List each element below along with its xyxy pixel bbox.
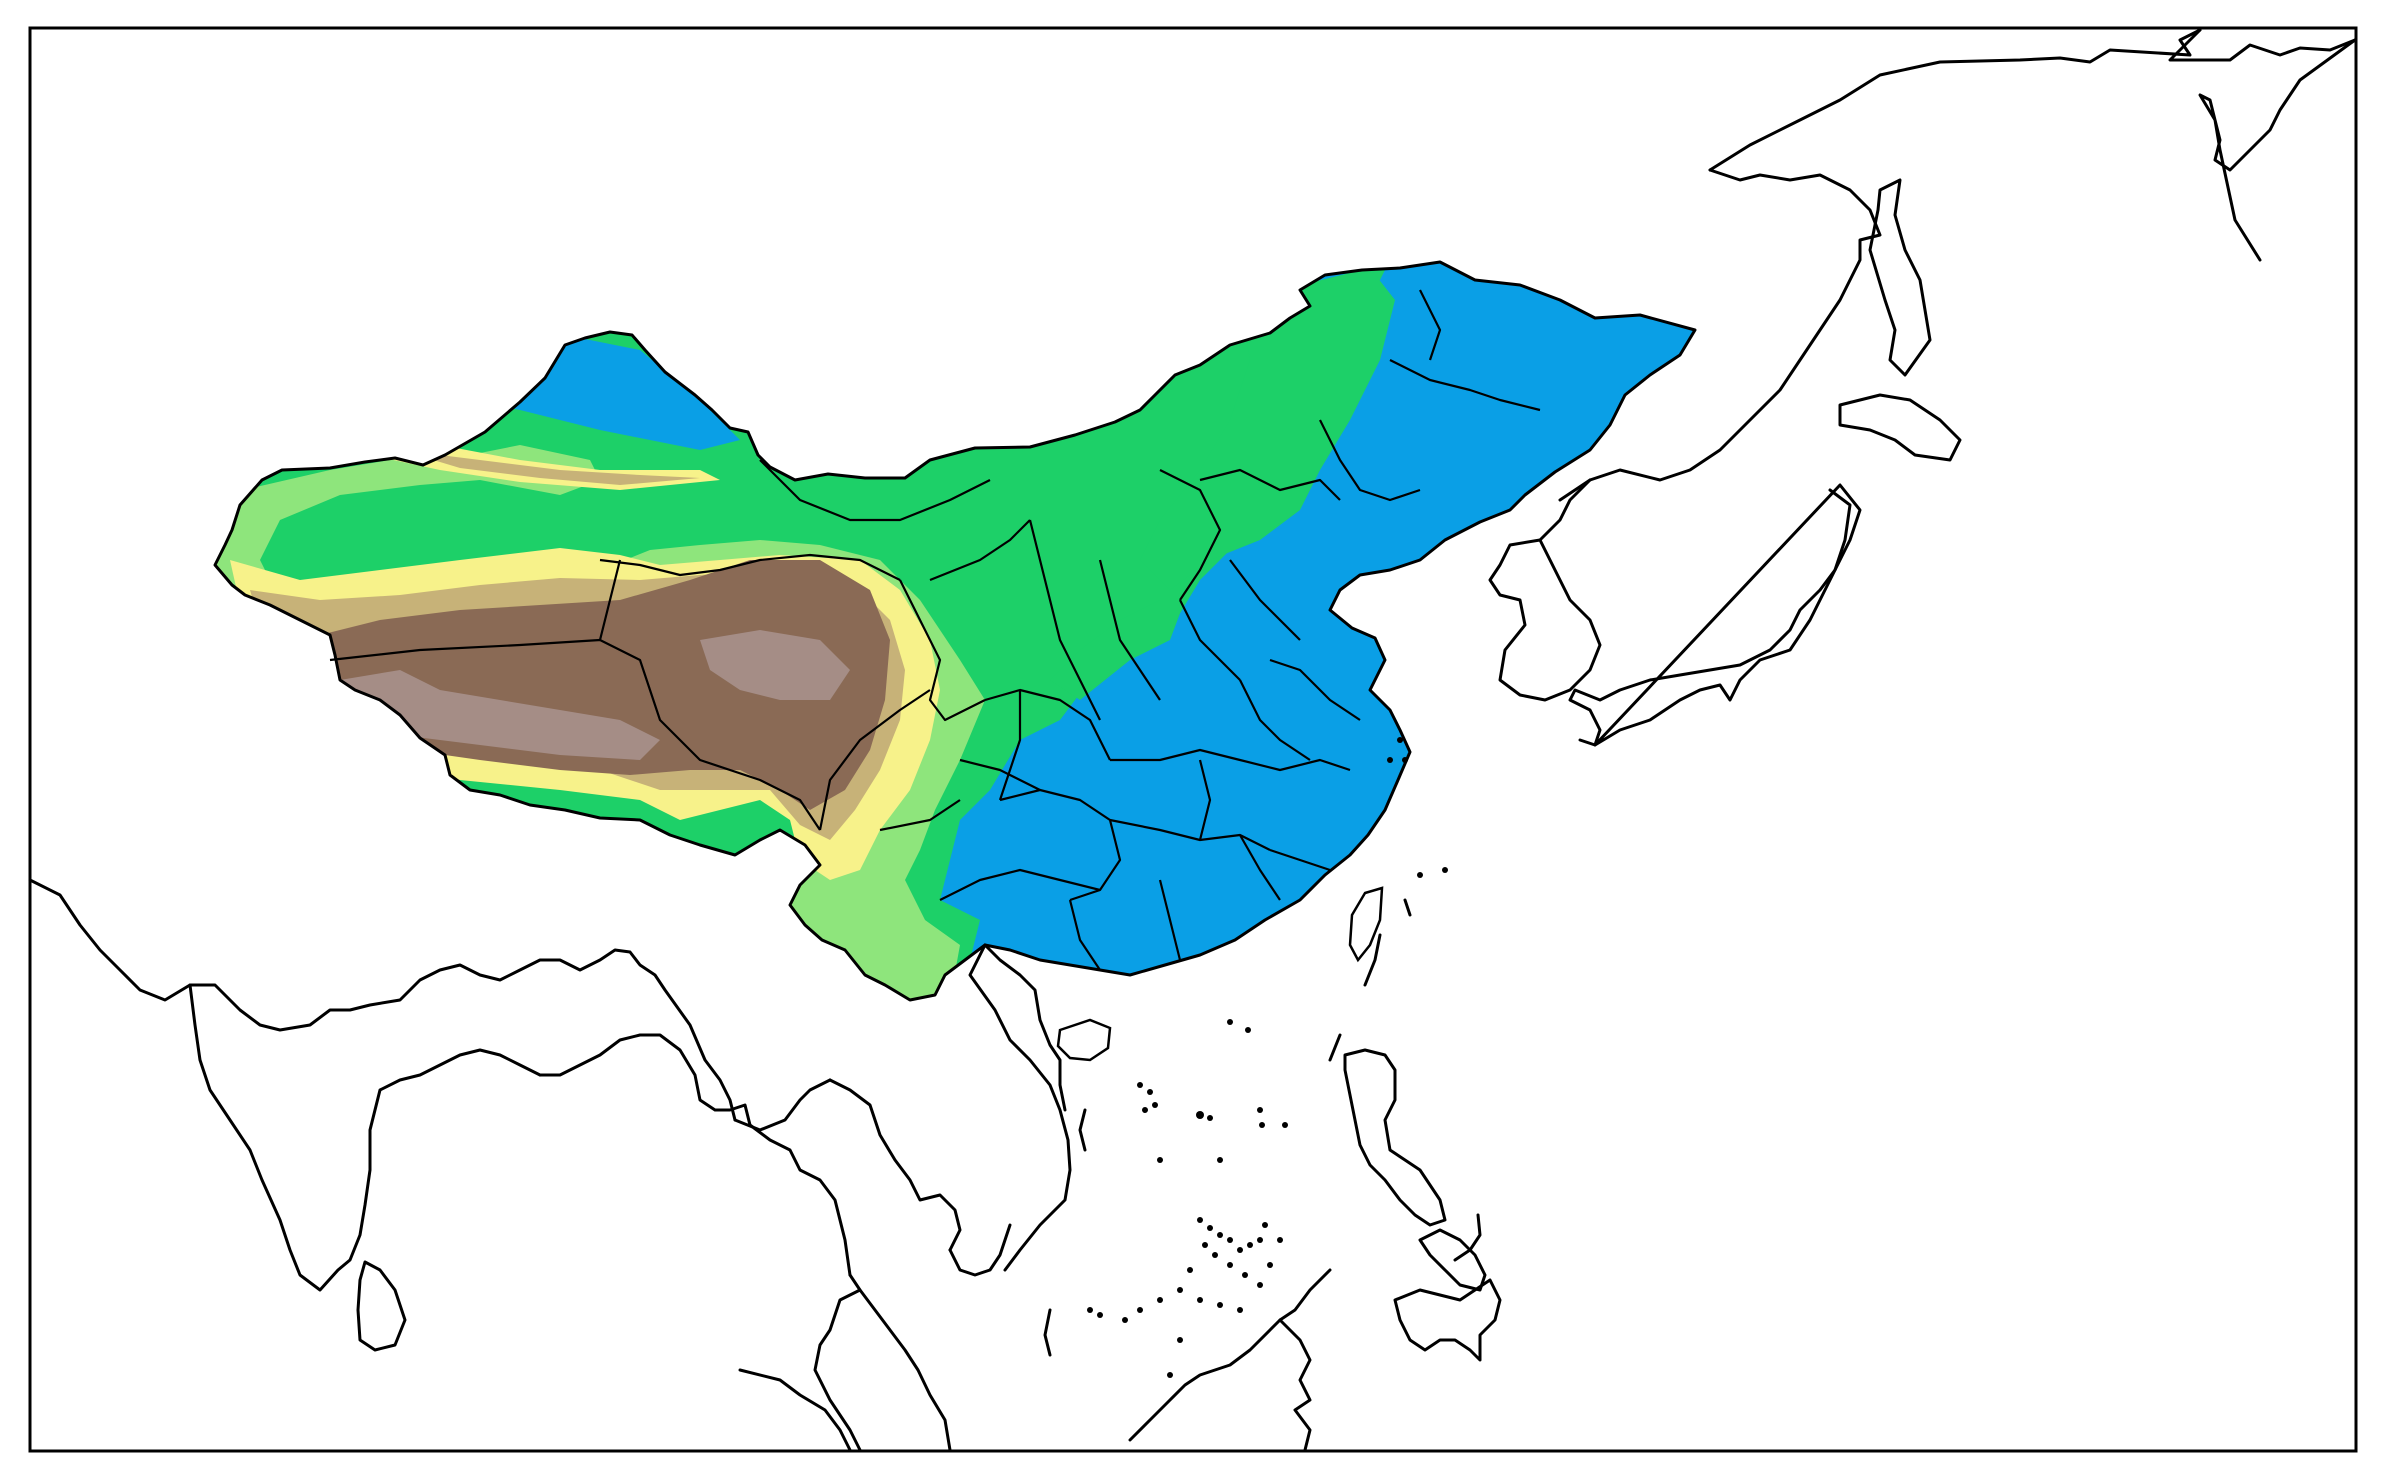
coastlines	[28, 28, 2357, 1452]
province-boundaries	[329, 289, 1541, 971]
hainan-island	[1056, 1018, 1112, 1062]
northeast-green-belt	[1140, 268, 1395, 590]
china-boundary	[213, 260, 1697, 1002]
plateau-greybrown-patch-2	[700, 630, 850, 700]
taiwan-island	[1348, 886, 1384, 963]
east-green-strip	[1050, 600, 1185, 700]
scattered-islands	[1087, 737, 1448, 1378]
tianshan-tan-streak	[400, 450, 700, 485]
tibetan-plateau-brown	[300, 560, 890, 810]
